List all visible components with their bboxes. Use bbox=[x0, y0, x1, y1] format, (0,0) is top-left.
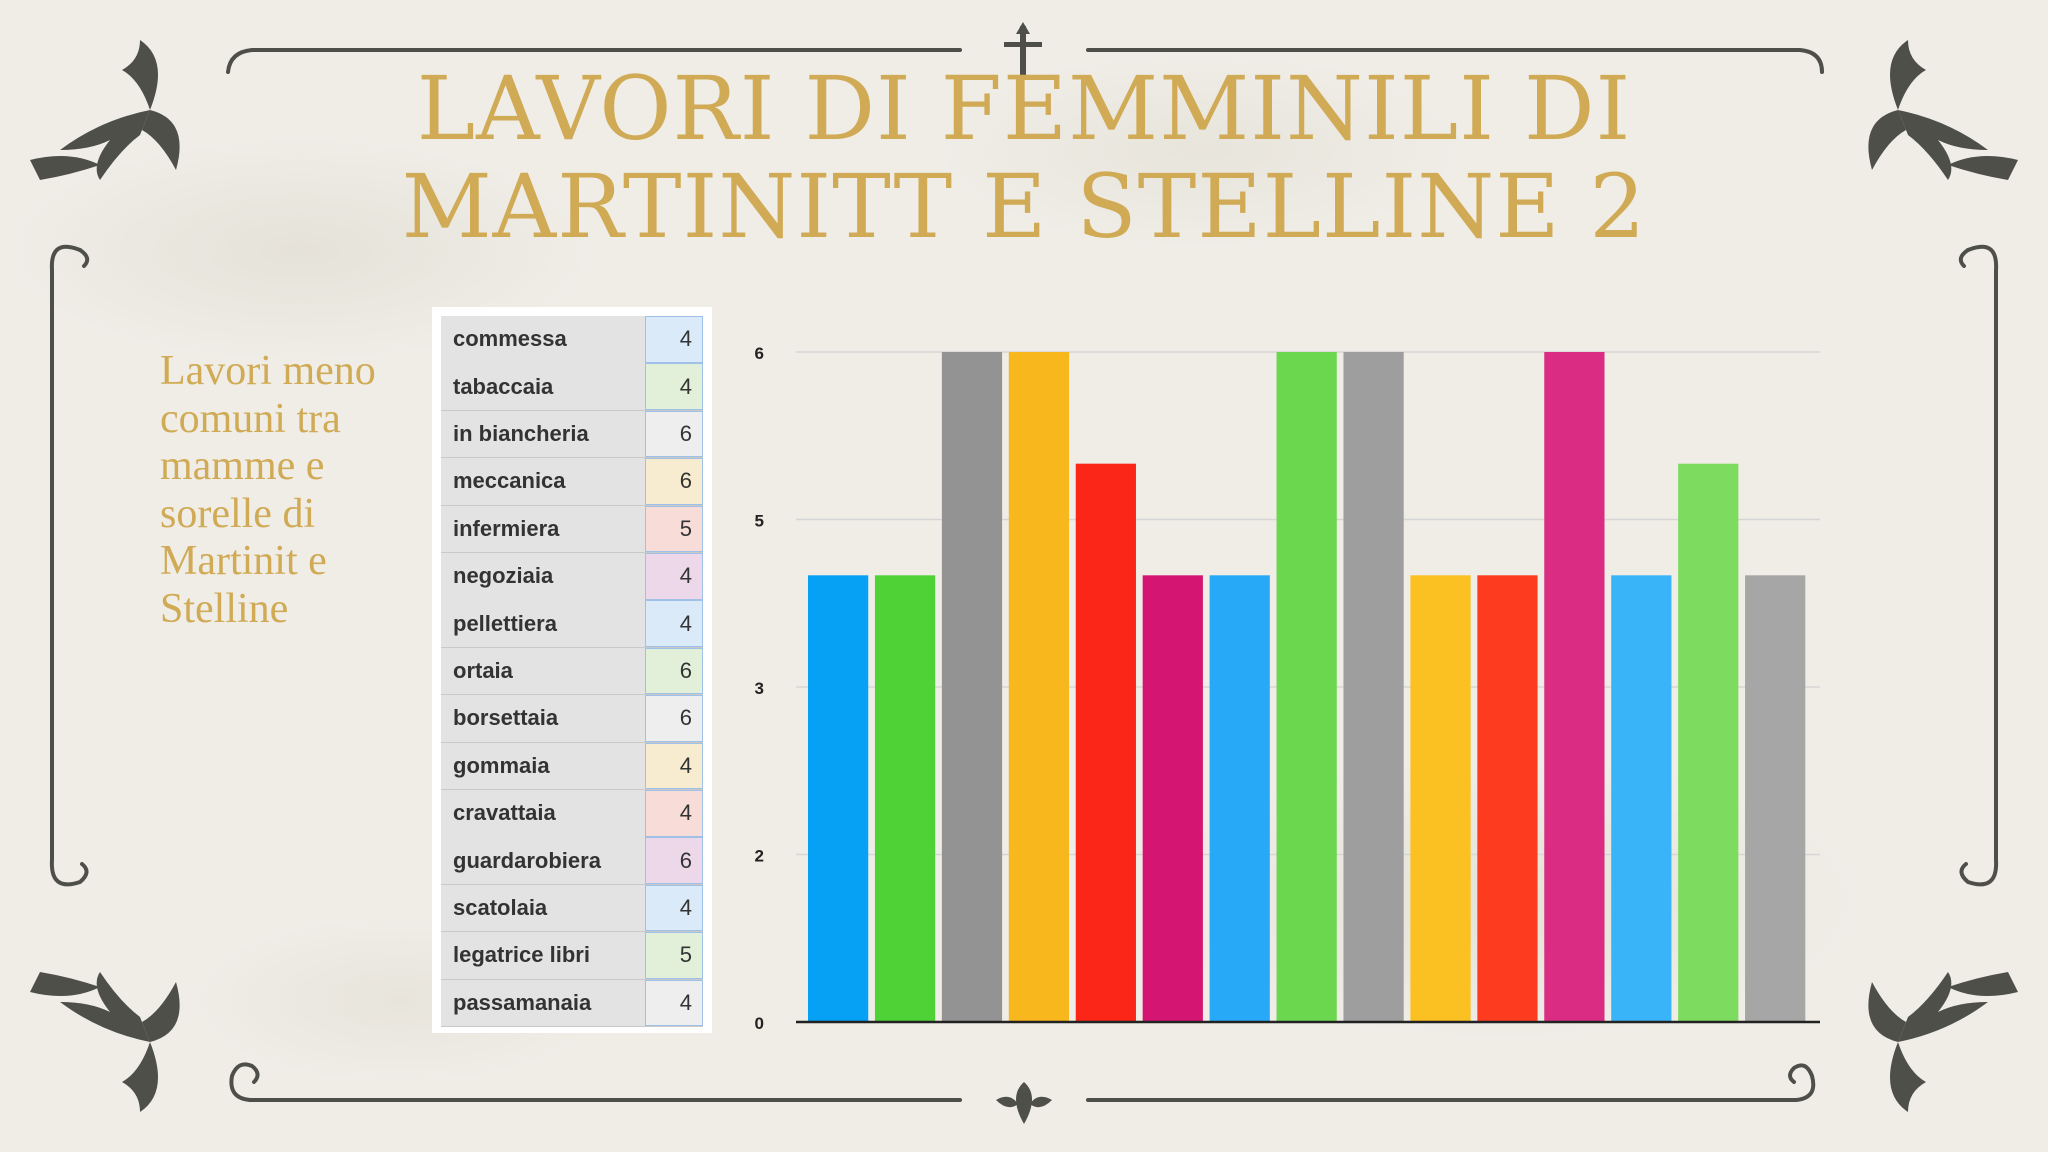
table-cell-value: 4 bbox=[645, 316, 703, 363]
corner-flourish-top-right bbox=[1868, 40, 2018, 180]
table-row: tabaccaia 4 bbox=[441, 363, 703, 411]
table-cell-value: 4 bbox=[645, 790, 703, 837]
jobs-table: commessa 4 tabaccaia 4 in biancheria 6 meccani… bbox=[432, 307, 712, 1033]
table-cell-label: borsettaia bbox=[441, 695, 645, 742]
bar-pellettiera bbox=[1209, 575, 1270, 1022]
table-cell-label: meccanica bbox=[441, 458, 645, 505]
sidebar-text: Lavori meno comuni tra mamme e sorelle d… bbox=[160, 348, 376, 632]
table-row: legatrice libri 5 bbox=[441, 932, 703, 980]
table-cell-label: cravattaia bbox=[441, 790, 645, 837]
table-cell-value: 5 bbox=[645, 505, 703, 553]
table-cell-label: negoziaia bbox=[441, 553, 645, 600]
bar-scatolaia bbox=[1611, 575, 1672, 1022]
frame-bottom-right-line bbox=[1086, 1063, 1816, 1102]
table-cell-value: 6 bbox=[645, 647, 703, 695]
table-cell-value: 4 bbox=[645, 553, 703, 600]
table-cell-value: 6 bbox=[645, 458, 703, 505]
bar-gommaia bbox=[1410, 575, 1471, 1022]
table-cell-label: commessa bbox=[441, 316, 645, 363]
table-row: pellettiera 4 bbox=[441, 600, 703, 648]
y-tick-label: 5 bbox=[755, 512, 764, 531]
bar-tabaccaia bbox=[874, 575, 936, 1022]
bar-guardarobiera bbox=[1544, 352, 1605, 1022]
table-cell-value: 4 bbox=[645, 742, 703, 790]
table-cell-value: 6 bbox=[645, 695, 703, 742]
table-cell-label: tabaccaia bbox=[441, 363, 645, 410]
frame-top-right-line bbox=[1086, 48, 1824, 74]
bar-infermiera bbox=[1075, 463, 1136, 1023]
bar-meccanica bbox=[1008, 352, 1070, 1022]
table-row: scatolaia 4 bbox=[441, 884, 703, 933]
table-cell-label: guardarobiera bbox=[441, 837, 645, 884]
bar-in-biancheria bbox=[941, 352, 1003, 1022]
table-row: meccanica 6 bbox=[441, 458, 703, 506]
corner-flourish-top-left bbox=[30, 40, 180, 180]
frame-right-line bbox=[1959, 244, 1999, 887]
table-row: commessa 4 bbox=[441, 316, 703, 364]
slide-title: LAVORI DI FEMMINILI DI MARTINITT E STELL… bbox=[401, 57, 1647, 258]
table-row: borsettaia 6 bbox=[441, 695, 703, 743]
frame-left-line bbox=[49, 244, 89, 887]
table-cell-label: in biancheria bbox=[441, 410, 645, 458]
table-cell-label: ortaia bbox=[441, 647, 645, 695]
table-row: gommaia 4 bbox=[441, 742, 703, 791]
bar-borsettaia bbox=[1343, 352, 1404, 1022]
table-cell-label: gommaia bbox=[441, 742, 645, 790]
bar-negoziaia bbox=[1142, 575, 1203, 1022]
table-row: guardarobiera 6 bbox=[441, 837, 703, 885]
corner-flourish-bottom-right bbox=[1868, 972, 2018, 1112]
table-row: passamanaia 4 bbox=[441, 979, 703, 1028]
table-cell-value: 4 bbox=[645, 884, 703, 932]
bar-ortaia bbox=[1276, 352, 1337, 1022]
bar-passamanaia bbox=[1745, 575, 1806, 1022]
bar-cravattaia bbox=[1477, 575, 1538, 1022]
frame-bottom-left-curl bbox=[229, 1062, 260, 1102]
table-cell-value: 4 bbox=[645, 979, 703, 1027]
table-cell-value: 4 bbox=[645, 600, 703, 647]
cross-ornament bbox=[1004, 22, 1042, 78]
table-row: negoziaia 4 bbox=[441, 553, 703, 601]
table-row: cravattaia 4 bbox=[441, 790, 703, 838]
frame-top-left-line bbox=[226, 48, 962, 74]
table-cell-label: legatrice libri bbox=[441, 932, 645, 979]
table-cell-label: pellettiera bbox=[441, 600, 645, 647]
drop-ornament bbox=[996, 1082, 1052, 1124]
table-cell-value: 6 bbox=[645, 837, 703, 884]
table-cell-value: 6 bbox=[645, 410, 703, 458]
y-tick-label: 6 bbox=[755, 344, 764, 363]
bar-legatrice-libri bbox=[1678, 463, 1739, 1023]
table-row: infermiera 5 bbox=[441, 505, 703, 554]
y-tick-label: 0 bbox=[755, 1014, 764, 1033]
y-tick-label: 2 bbox=[755, 847, 764, 866]
corner-flourish-bottom-left bbox=[30, 972, 180, 1112]
y-tick-label: 3 bbox=[755, 679, 764, 698]
table-row: ortaia 6 bbox=[441, 647, 703, 696]
table-cell-value: 5 bbox=[645, 932, 703, 979]
table-cell-value: 4 bbox=[645, 363, 703, 410]
bar-commessa bbox=[808, 575, 869, 1022]
table-cell-label: passamanaia bbox=[441, 979, 645, 1027]
table-row: in biancheria 6 bbox=[441, 410, 703, 459]
table-cell-label: infermiera bbox=[441, 505, 645, 553]
bar-chart: 0 2 3 5 6 bbox=[755, 344, 1820, 1033]
table-cell-label: scatolaia bbox=[441, 884, 645, 932]
